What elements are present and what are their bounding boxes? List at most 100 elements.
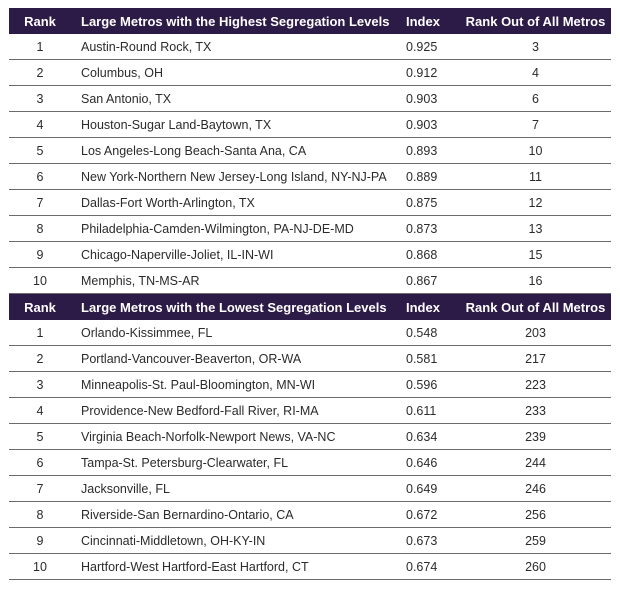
cell-metro: Orlando-Kissimmee, FL: [71, 320, 398, 346]
cell-rank-all: 217: [460, 345, 611, 372]
cell-rank-all: 7: [460, 111, 611, 138]
header-rank-all: Rank Out of All Metros: [460, 8, 611, 34]
header-metro: Large Metros with the Highest Segregatio…: [71, 8, 398, 34]
cell-index: 0.912: [398, 59, 460, 86]
cell-rank: 5: [9, 423, 71, 450]
cell-rank-all: 3: [460, 34, 611, 60]
cell-rank-all: 233: [460, 397, 611, 424]
cell-rank-all: 15: [460, 241, 611, 268]
header-rank-all: Rank Out of All Metros: [460, 293, 611, 320]
cell-rank: 9: [9, 241, 71, 268]
cell-rank-all: 203: [460, 320, 611, 346]
cell-index: 0.873: [398, 215, 460, 242]
table-row: 4 Providence-New Bedford-Fall River, RI-M…: [9, 397, 611, 424]
cell-rank: 4: [9, 397, 71, 424]
cell-rank: 9: [9, 527, 71, 554]
cell-index: 0.867: [398, 267, 460, 294]
table-row: 3 San Antonio, TX 0.903 6: [9, 85, 611, 112]
cell-rank-all: 11: [460, 163, 611, 190]
cell-metro: Columbus, OH: [71, 59, 398, 86]
cell-rank: 10: [9, 267, 71, 294]
cell-metro: Cincinnati-Middletown, OH-KY-IN: [71, 527, 398, 554]
table-row: 4 Houston-Sugar Land-Baytown, TX 0.903 7: [9, 111, 611, 138]
table-row: 8 Riverside-San Bernardino-Ontario, CA 0.6…: [9, 501, 611, 528]
cell-rank-all: 260: [460, 553, 611, 580]
table-row: 6 Tampa-St. Petersburg-Clearwater, FL 0.64…: [9, 449, 611, 476]
segregation-ranking-table: Rank Large Metros with the Highest Segreg…: [9, 8, 611, 580]
table-row: 2 Portland-Vancouver-Beaverton, OR-WA 0.58…: [9, 345, 611, 372]
header-index: Index: [398, 8, 460, 34]
table-row: 7 Dallas-Fort Worth-Arlington, TX 0.875 12: [9, 189, 611, 216]
cell-rank: 2: [9, 345, 71, 372]
table-row: 8 Philadelphia-Camden-Wilmington, PA-NJ-D…: [9, 215, 611, 242]
cell-metro: Hartford-West Hartford-East Hartford, CT: [71, 553, 398, 580]
cell-rank: 8: [9, 215, 71, 242]
cell-index: 0.903: [398, 85, 460, 112]
cell-index: 0.548: [398, 320, 460, 346]
cell-index: 0.903: [398, 111, 460, 138]
table-row: 1 Orlando-Kissimmee, FL 0.548 203: [9, 320, 611, 346]
cell-metro: Dallas-Fort Worth-Arlington, TX: [71, 189, 398, 216]
cell-metro: Chicago-Naperville-Joliet, IL-IN-WI: [71, 241, 398, 268]
section-header-highest: Rank Large Metros with the Highest Segreg…: [9, 8, 611, 34]
cell-metro: Jacksonville, FL: [71, 475, 398, 502]
cell-rank: 7: [9, 189, 71, 216]
cell-rank-all: 239: [460, 423, 611, 450]
cell-index: 0.893: [398, 137, 460, 164]
table-row: 10 Memphis, TN-MS-AR 0.867 16: [9, 267, 611, 294]
cell-metro: Portland-Vancouver-Beaverton, OR-WA: [71, 345, 398, 372]
cell-index: 0.581: [398, 345, 460, 372]
table-row: 9 Chicago-Naperville-Joliet, IL-IN-WI 0.86…: [9, 241, 611, 268]
cell-metro: New York-Northern New Jersey-Long Island…: [71, 163, 398, 190]
table-row: 5 Los Angeles-Long Beach-Santa Ana, CA 0.8…: [9, 137, 611, 164]
table-row: 7 Jacksonville, FL 0.649 246: [9, 475, 611, 502]
cell-metro: Virginia Beach-Norfolk-Newport News, VA-…: [71, 423, 398, 450]
cell-rank-all: 246: [460, 475, 611, 502]
cell-rank: 10: [9, 553, 71, 580]
header-rank: Rank: [9, 293, 71, 320]
cell-metro: Los Angeles-Long Beach-Santa Ana, CA: [71, 137, 398, 164]
table-row: 5 Virginia Beach-Norfolk-Newport News, VA…: [9, 423, 611, 450]
cell-rank-all: 16: [460, 267, 611, 294]
table-row: 2 Columbus, OH 0.912 4: [9, 59, 611, 86]
cell-rank: 8: [9, 501, 71, 528]
cell-metro: Tampa-St. Petersburg-Clearwater, FL: [71, 449, 398, 476]
cell-rank: 1: [9, 320, 71, 346]
cell-rank: 4: [9, 111, 71, 138]
cell-rank: 6: [9, 449, 71, 476]
cell-metro: Minneapolis-St. Paul-Bloomington, MN-WI: [71, 371, 398, 398]
cell-rank-all: 12: [460, 189, 611, 216]
cell-index: 0.646: [398, 449, 460, 476]
section-header-lowest: Rank Large Metros with the Lowest Segrega…: [9, 293, 611, 320]
cell-rank-all: 223: [460, 371, 611, 398]
cell-metro: San Antonio, TX: [71, 85, 398, 112]
cell-index: 0.634: [398, 423, 460, 450]
table-row: 10 Hartford-West Hartford-East Hartford, …: [9, 553, 611, 580]
header-metro: Large Metros with the Lowest Segregation…: [71, 293, 398, 320]
cell-rank-all: 244: [460, 449, 611, 476]
table-row: 6 New York-Northern New Jersey-Long Islan…: [9, 163, 611, 190]
cell-index: 0.674: [398, 553, 460, 580]
cell-rank-all: 6: [460, 85, 611, 112]
cell-rank: 6: [9, 163, 71, 190]
cell-rank-all: 259: [460, 527, 611, 554]
cell-index: 0.611: [398, 397, 460, 424]
cell-index: 0.596: [398, 371, 460, 398]
cell-rank: 3: [9, 85, 71, 112]
cell-index: 0.889: [398, 163, 460, 190]
cell-metro: Memphis, TN-MS-AR: [71, 267, 398, 294]
cell-rank: 2: [9, 59, 71, 86]
cell-rank: 3: [9, 371, 71, 398]
cell-rank-all: 256: [460, 501, 611, 528]
cell-metro: Riverside-San Bernardino-Ontario, CA: [71, 501, 398, 528]
cell-index: 0.925: [398, 34, 460, 60]
cell-index: 0.868: [398, 241, 460, 268]
cell-metro: Houston-Sugar Land-Baytown, TX: [71, 111, 398, 138]
cell-index: 0.673: [398, 527, 460, 554]
header-index: Index: [398, 293, 460, 320]
table-row: 1 Austin-Round Rock, TX 0.925 3: [9, 34, 611, 60]
cell-rank: 5: [9, 137, 71, 164]
cell-metro: Providence-New Bedford-Fall River, RI-MA: [71, 397, 398, 424]
cell-rank-all: 4: [460, 59, 611, 86]
cell-rank: 7: [9, 475, 71, 502]
